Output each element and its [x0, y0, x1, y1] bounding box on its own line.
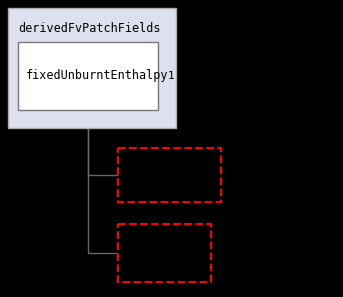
Text: 1: 1	[168, 71, 175, 81]
Bar	[8, 8, 176, 128]
Bar	[18, 42, 158, 110]
Bar	[118, 148, 221, 202]
Text: fixedUnburntEnthalpy: fixedUnburntEnthalpy	[26, 69, 168, 83]
Bar	[118, 224, 211, 282]
Text: derivedFvPatchFields: derivedFvPatchFields	[18, 22, 161, 35]
